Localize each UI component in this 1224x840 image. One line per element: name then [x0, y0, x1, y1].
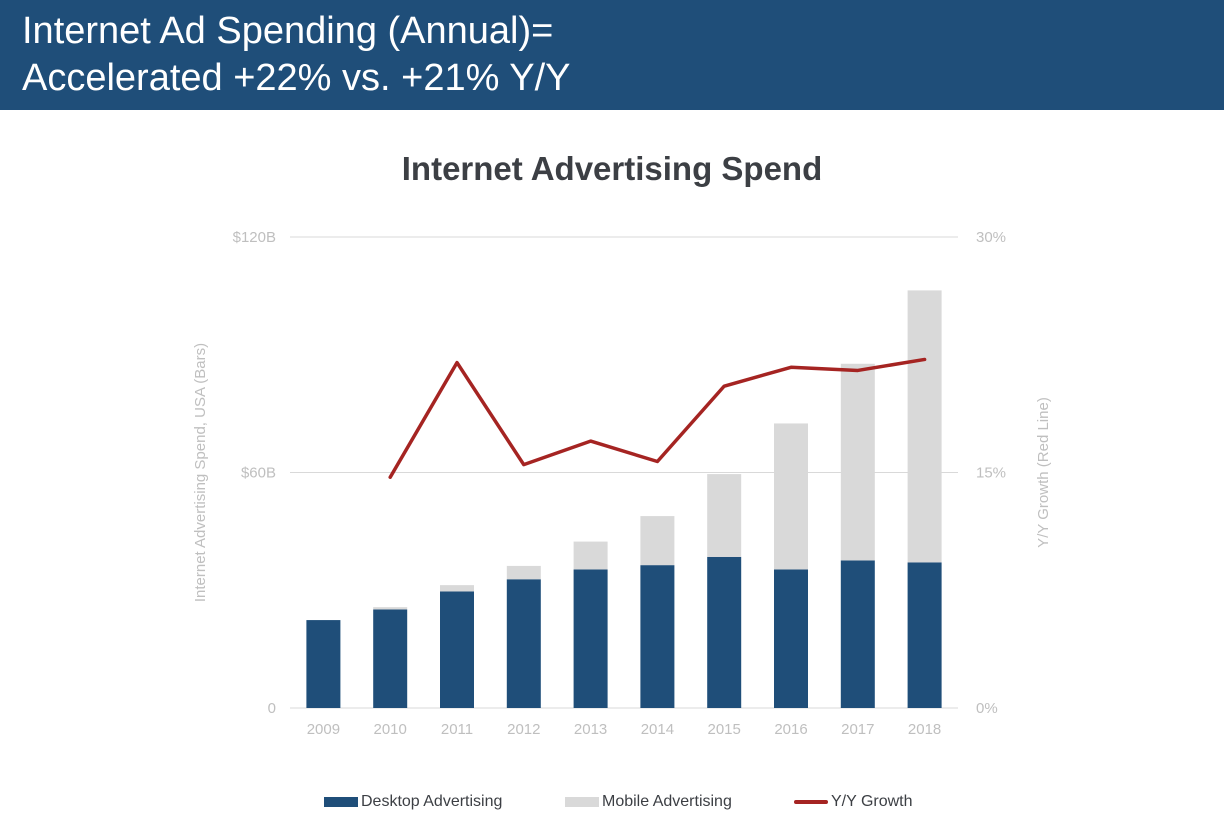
y-tick-label-right: 30% — [976, 229, 1006, 246]
x-tick-label: 2015 — [708, 721, 741, 738]
chart-legend: Desktop Advertising Mobile Advertising Y… — [0, 790, 1224, 814]
legend-item-growth: Y/Y Growth — [794, 790, 913, 814]
chart-title: Internet Advertising Spend — [401, 150, 823, 187]
header-banner: Internet Ad Spending (Annual)= Accelerat… — [0, 0, 1224, 110]
x-tick-label: 2013 — [574, 721, 607, 738]
x-tick-label: 2009 — [307, 721, 340, 738]
bar-mobile — [373, 607, 408, 610]
bar-desktop — [440, 591, 474, 708]
legend-swatch-growth — [794, 800, 828, 804]
header-title-line-1: Internet Ad Spending (Annual)= — [22, 10, 554, 52]
legend-label-mobile: Mobile Advertising — [602, 793, 732, 810]
x-tick-label: 2012 — [507, 721, 540, 738]
x-tick-label: 2017 — [841, 721, 874, 738]
legend-label-desktop: Desktop Advertising — [361, 793, 503, 810]
bar-desktop — [774, 569, 808, 708]
legend-item-mobile: Mobile Advertising — [565, 790, 732, 814]
legend-item-desktop: Desktop Advertising — [324, 790, 502, 814]
x-tick-label: 2016 — [774, 721, 807, 738]
bar-mobile — [573, 541, 608, 570]
x-tick-label: 2010 — [374, 721, 407, 738]
bar-desktop — [573, 569, 608, 708]
bar-desktop — [907, 562, 942, 708]
bar-mobile — [907, 290, 942, 563]
x-tick-label: 2014 — [641, 721, 674, 738]
legend-swatch-desktop — [324, 797, 358, 807]
bar-mobile — [840, 363, 875, 561]
x-tick-label: 2018 — [908, 721, 941, 738]
bar-mobile — [707, 474, 742, 557]
y-axis-title-right: Y/Y Growth (Red Line) — [1035, 397, 1052, 548]
bar-mobile — [640, 516, 675, 566]
y-tick-label-left: $120B — [233, 229, 276, 246]
bar-desktop — [840, 560, 875, 708]
header-title-line-2: Accelerated +22% vs. +21% Y/Y — [22, 57, 571, 99]
legend-swatch-mobile — [565, 797, 599, 807]
bar-desktop — [373, 609, 408, 708]
legend-label-growth: Y/Y Growth — [831, 793, 913, 810]
y-tick-label-left: 0 — [268, 700, 276, 717]
x-tick-label: 2011 — [441, 721, 473, 738]
bar-desktop — [707, 556, 742, 708]
bar-mobile — [774, 423, 808, 570]
bar-mobile — [440, 585, 474, 592]
bar-desktop — [306, 620, 341, 708]
bar-desktop — [640, 565, 675, 708]
bar-desktop — [506, 579, 541, 708]
y-tick-label-left: $60B — [241, 465, 276, 482]
y-tick-label-right: 0% — [976, 700, 998, 717]
y-tick-label-right: 15% — [976, 465, 1006, 482]
y-axis-title-left: Internet Advertising Spend, USA (Bars) — [192, 343, 209, 602]
bar-mobile — [506, 565, 541, 580]
